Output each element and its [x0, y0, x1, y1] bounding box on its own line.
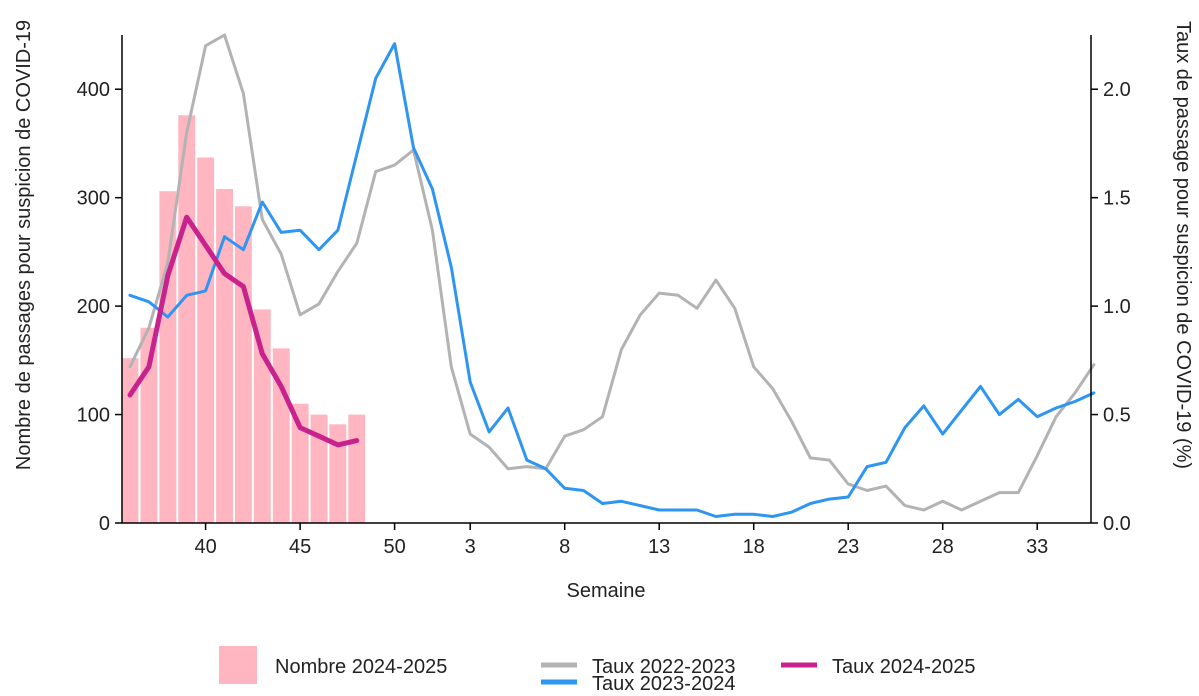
- y-right-tick-label: 1.5: [1103, 188, 1131, 210]
- y-left-tick-label: 200: [77, 296, 110, 318]
- bar-2024-2025: [234, 206, 252, 524]
- y-right-axis-title: Taux de passage pour suspicion de COVID-…: [1172, 21, 1194, 469]
- x-tick-label: 8: [559, 536, 570, 558]
- y-left-tick-label: 100: [77, 405, 110, 427]
- x-tick-label: 18: [743, 536, 765, 558]
- bar-2024-2025: [121, 358, 139, 523]
- bar-2024-2025: [348, 414, 366, 523]
- axes-layer: 0 100 200 300 400 0.0 0.5 1.0 1.5 2.0 40 45 50 3 8 13…: [77, 35, 1131, 558]
- legend-label-bars: Nombre 2024-2025: [275, 656, 447, 678]
- y-right-tick-label: 2.0: [1103, 79, 1131, 101]
- x-tick-label: 33: [1026, 536, 1048, 558]
- y-left-tick-label: 300: [77, 188, 110, 210]
- bar-2024-2025: [310, 414, 328, 523]
- legend-swatch-bars: [219, 646, 257, 684]
- bar-2024-2025: [216, 189, 233, 523]
- bar-2024-2025: [159, 191, 177, 523]
- y-left-axis-title: Nombre de passages pour suspicion de COV…: [13, 20, 35, 470]
- y-right-tick-label: 1.0: [1103, 296, 1131, 318]
- bar-2024-2025: [329, 424, 347, 523]
- bar-2024-2025: [178, 115, 196, 523]
- lines-layer: [127, 33, 1096, 518]
- legend-label-2024: Taux 2024-2025: [832, 656, 975, 678]
- line-taux-2022-2023: [128, 33, 1096, 512]
- bar-2024-2025: [197, 157, 215, 523]
- y-right-tick-label: 0.5: [1103, 405, 1131, 427]
- x-tick-label: 40: [194, 536, 216, 558]
- x-tick-label: 50: [383, 536, 405, 558]
- x-tick-label: 13: [648, 536, 670, 558]
- x-axis-title: Semaine: [567, 580, 646, 602]
- left-ticks: 0 100 200 300 400: [77, 79, 122, 535]
- x-tick-label: 45: [289, 536, 311, 558]
- legend-label-2023: Taux 2023-2024: [592, 673, 735, 695]
- bar-2024-2025: [291, 403, 309, 523]
- y-left-tick-label: 0: [99, 513, 110, 535]
- y-right-tick-label: 0.0: [1103, 513, 1131, 535]
- line-taux-2024-2025: [127, 214, 360, 448]
- legend: Nombre 2024-2025 Taux 2022-2023 Taux 202…: [219, 646, 975, 695]
- legend-label-2022: Taux 2022-2023: [592, 656, 735, 678]
- y-left-tick-label: 400: [77, 79, 110, 101]
- right-ticks: 0.0 0.5 1.0 1.5 2.0: [1091, 79, 1131, 535]
- x-tick-label: 28: [932, 536, 954, 558]
- x-ticks: 40 45 50 3 8 13 18 23 28 33: [194, 523, 1048, 558]
- x-tick-label: 23: [837, 536, 859, 558]
- x-tick-label: 3: [465, 536, 476, 558]
- line-taux-2023-2024: [128, 42, 1096, 518]
